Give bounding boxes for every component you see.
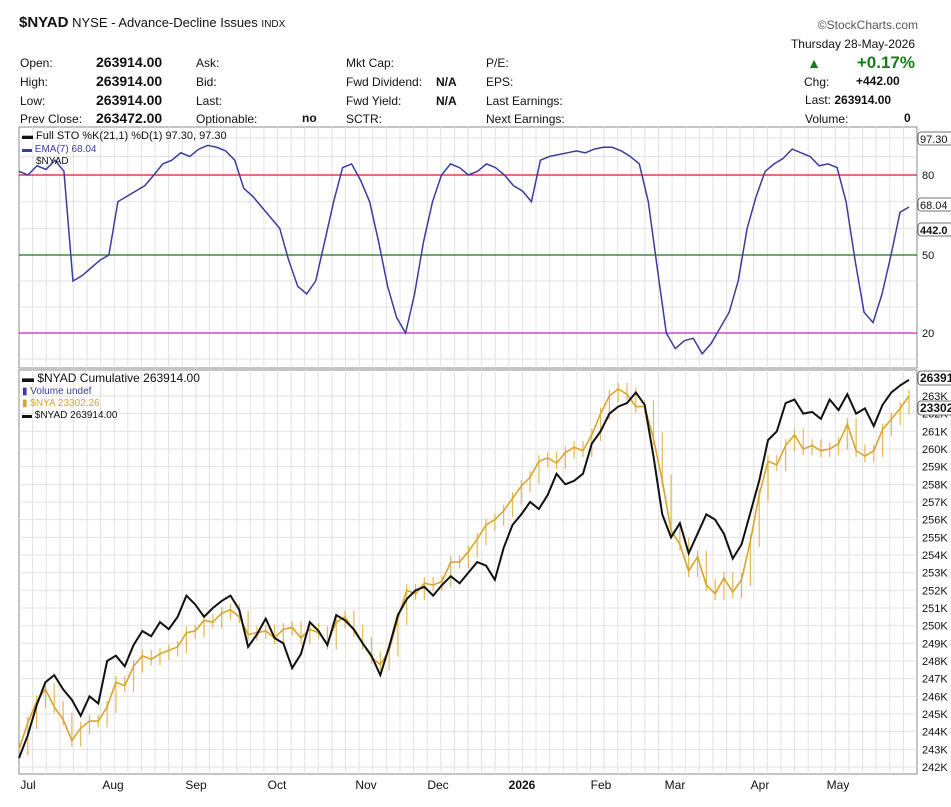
price-y-tick: 245K (922, 709, 948, 721)
price-y-tick: 243K (922, 744, 948, 756)
quote-volume: Volume: (805, 112, 849, 126)
stochastic-y-tick: 80 (922, 170, 934, 182)
stochastic-legend-symbol: $NYAD (36, 156, 69, 167)
quote-chg-value: +442.00 (856, 74, 900, 88)
quote-low: Low: (20, 94, 46, 108)
quote-high-value: 263914.00 (96, 73, 163, 89)
price-panel-frame (18, 369, 918, 775)
price-value-tag (917, 370, 951, 386)
stochastic-value-tag-label: 68.04 (920, 200, 948, 212)
x-axis-label: Sep (185, 778, 207, 792)
quote-ask: Ask: (196, 56, 220, 70)
quote-open: Open: (20, 56, 53, 70)
price-y-tick: 247K (922, 674, 948, 686)
x-axis-label: 2026 (509, 778, 536, 792)
stochastic-value-tag (917, 222, 951, 237)
price-legend-nyad: ▬ $NYAD 263914.00 (22, 410, 118, 421)
quote-mkt-cap: Mkt Cap: (346, 56, 395, 70)
price-y-tick: 248K (922, 656, 948, 668)
quote-volume-value: 0 (904, 111, 911, 125)
x-axis-label: May (827, 778, 850, 792)
price-y-tick: 252K (922, 585, 948, 597)
price-value-tag (917, 400, 951, 416)
quote-last: Last: (196, 94, 223, 108)
quote-optionable: Optionable: (196, 112, 258, 126)
x-axis-label: Apr (751, 778, 770, 792)
quote-prev-close: Prev Close: (20, 112, 83, 126)
quote-optionable-value: no (302, 111, 317, 125)
quote-last-earnings: Last Earnings: (486, 94, 563, 108)
quote-chg: Chg: (804, 75, 830, 89)
x-axis-label: Nov (355, 778, 376, 792)
symbol: $NYAD (19, 14, 69, 31)
date-line: Thursday 28-May-2026 (790, 37, 915, 51)
x-axis-label: Mar (665, 778, 686, 792)
price-y-tick: 255K (922, 532, 948, 544)
instrument-type: INDX (261, 19, 286, 30)
stochastic-value-tag-label: 442.0 (920, 225, 948, 237)
price-y-tick: 251K (922, 603, 948, 615)
price-y-tick: 263K (922, 391, 948, 403)
quote-fwd-dividend-value: N/A (436, 75, 457, 89)
quote-pe: P/E: (486, 56, 509, 70)
x-axis-label: Dec (427, 778, 448, 792)
stochastic-y-tick: 50 (922, 250, 934, 262)
chart-title: $NYAD NYSE - Advance-Decline Issues INDX (19, 14, 285, 31)
quote-next-earnings: Next Earnings: (486, 112, 565, 126)
price-value-tag-label: 263914 (920, 371, 951, 385)
change-percent: +0.17% (856, 53, 915, 72)
stochastic-legend-ema: ▬ EMA(7) 68.04 (22, 144, 97, 155)
price-y-tick: 258K (922, 479, 948, 491)
price-y-tick: 249K (922, 638, 948, 650)
ema-series-line (18, 144, 910, 356)
nya-series-line (18, 387, 910, 750)
quote-fwd-yield-value: N/A (436, 94, 457, 108)
price-y-tick: 253K (922, 568, 948, 580)
quote-eps: EPS: (486, 75, 514, 89)
quote-high: High: (20, 75, 49, 89)
x-axis-label: Feb (591, 778, 612, 792)
stochastic-value-tag (917, 197, 951, 212)
price-y-tick: 262K (922, 409, 948, 421)
x-axis-label: Jul (20, 778, 35, 792)
price-value-tag-label: 23302 (920, 401, 951, 415)
price-y-tick: 260K (922, 444, 948, 456)
up-arrow-icon: ▲ (807, 55, 821, 71)
stochastic-legend-sto: ▬ Full STO %K(21,1) %D(1) 97.30, 97.30 (22, 130, 227, 142)
exchange-name: NYSE - Advance-Decline Issues (72, 15, 258, 30)
quote-open-value: 263914.00 (96, 54, 163, 70)
nyad-series-line (18, 379, 910, 759)
quote-last-right: Last: 263914.00 (805, 93, 892, 107)
price-y-tick: 257K (922, 497, 948, 509)
price-y-tick: 261K (922, 426, 948, 438)
x-axis-label: Aug (102, 778, 123, 792)
stochastic-panel-frame (18, 126, 918, 369)
price-y-tick: 256K (922, 515, 948, 527)
quote-fwd-dividend: Fwd Dividend: (346, 75, 423, 89)
price-legend-nya: ▮ $NYA 23302.26 (22, 398, 100, 409)
quote-sctr: SCTR: (346, 112, 382, 126)
stochastic-value-tag-label: 97.30 (920, 134, 948, 146)
price-y-tick: 246K (922, 691, 948, 703)
price-y-tick: 250K (922, 621, 948, 633)
price-y-tick: 244K (922, 727, 948, 739)
price-y-tick: 242K (922, 762, 948, 774)
quote-bid: Bid: (196, 75, 217, 89)
quote-low-value: 263914.00 (96, 92, 163, 108)
brand-logo[interactable]: ©StockCharts.com (817, 18, 918, 32)
quote-prev-close-value: 263472.00 (96, 110, 163, 126)
quote-fwd-yield: Fwd Yield: (346, 94, 402, 108)
x-axis-label: Oct (268, 778, 287, 792)
price-legend-volume: ▮ Volume undef (22, 386, 92, 397)
price-y-tick: 254K (922, 550, 948, 562)
price-y-tick: 259K (922, 462, 948, 474)
stochastic-y-tick: 20 (922, 328, 934, 340)
nya-price-bars (27, 382, 910, 756)
price-legend-cumulative: ▬ $NYAD Cumulative 263914.00 (22, 371, 200, 385)
grid-lines (32, 127, 904, 774)
stochastic-value-tag (917, 131, 951, 146)
